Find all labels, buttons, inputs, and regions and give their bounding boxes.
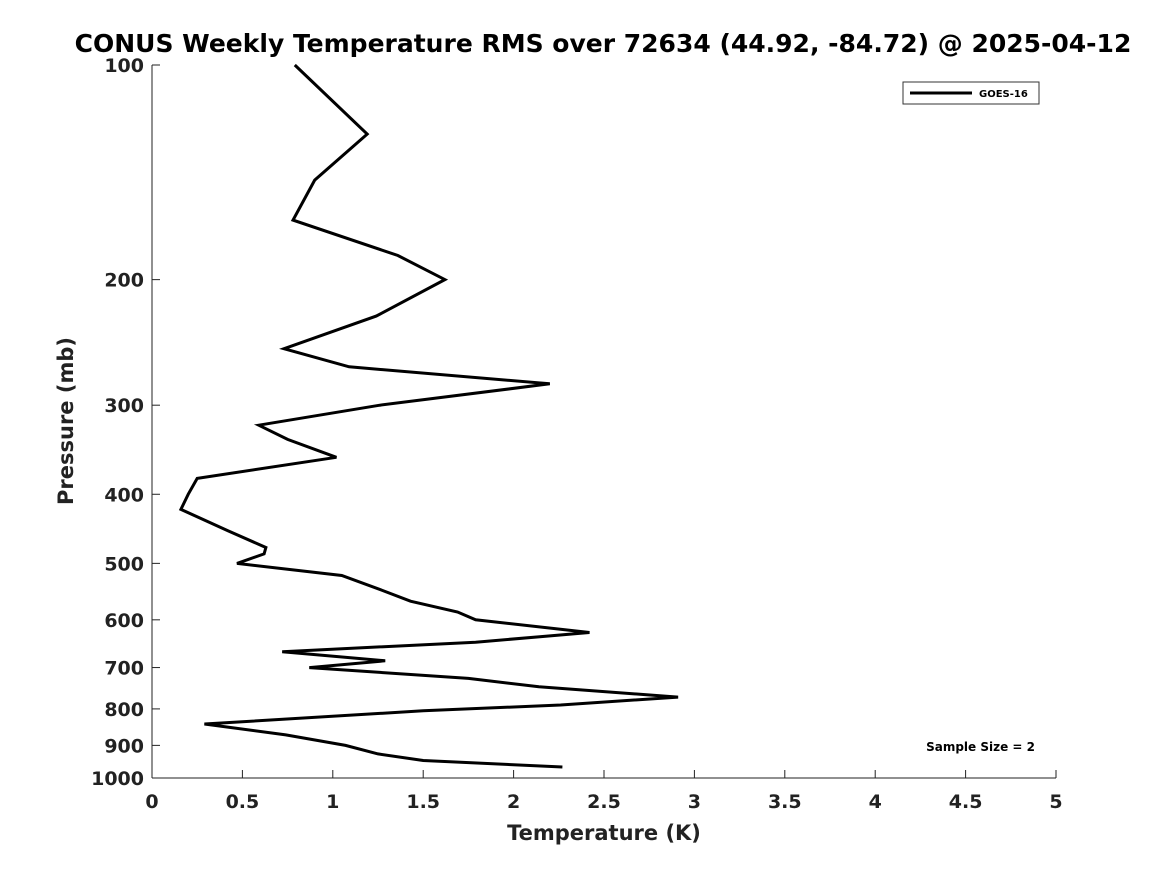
legend: GOES-16 (902, 81, 1040, 105)
x-ticks: 0 0.5 1 1.5 2 2.5 3 3.5 4 4.5 5 (145, 770, 1063, 813)
y-ticks: 100 200 300 400 500 600 700 800 900 1000 (91, 55, 160, 790)
y-tick-label: 1000 (91, 768, 144, 790)
y-tick-label: 100 (104, 55, 144, 77)
x-tick-label: 5 (1049, 791, 1062, 813)
x-tick-label: 3.5 (768, 791, 802, 813)
series-line-goes-16 (178, 63, 679, 769)
y-tick-label: 300 (104, 395, 144, 417)
x-tick-label: 2 (507, 791, 520, 813)
y-tick-label: 900 (104, 735, 144, 757)
chart-title: CONUS Weekly Temperature RMS over 72634 … (75, 29, 1132, 58)
x-tick-label: 2.5 (587, 791, 621, 813)
x-tick-label: 1 (326, 791, 339, 813)
y-axis-label: Pressure (mb) (54, 337, 78, 505)
y-tick-label: 800 (104, 699, 144, 721)
series (178, 63, 679, 769)
y-tick-label: 500 (104, 553, 144, 575)
y-tick-label: 200 (104, 270, 144, 292)
y-tick-label: 700 (104, 658, 144, 680)
x-tick-label: 3 (688, 791, 701, 813)
x-tick-label: 4.5 (949, 791, 983, 813)
x-tick-label: 4 (869, 791, 882, 813)
x-tick-label: 1.5 (406, 791, 440, 813)
legend-label-goes-16: GOES-16 (979, 89, 1028, 100)
y-tick-label: 600 (104, 610, 144, 632)
y-tick-label: 400 (104, 484, 144, 506)
sample-size-annotation: Sample Size = 2 (926, 740, 1035, 754)
x-axis-label: Temperature (K) (507, 821, 701, 845)
x-tick-label: 0.5 (226, 791, 260, 813)
x-tick-label: 0 (145, 791, 158, 813)
